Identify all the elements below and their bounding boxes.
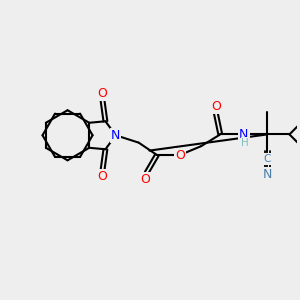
Text: N: N xyxy=(263,168,272,181)
Text: O: O xyxy=(140,172,150,186)
Text: O: O xyxy=(175,148,185,161)
Text: N: N xyxy=(111,129,120,142)
Text: O: O xyxy=(98,87,107,100)
Text: O: O xyxy=(211,100,221,113)
Text: O: O xyxy=(98,170,107,183)
Text: C: C xyxy=(264,154,271,164)
Text: H: H xyxy=(242,138,249,148)
Text: N: N xyxy=(239,128,248,141)
